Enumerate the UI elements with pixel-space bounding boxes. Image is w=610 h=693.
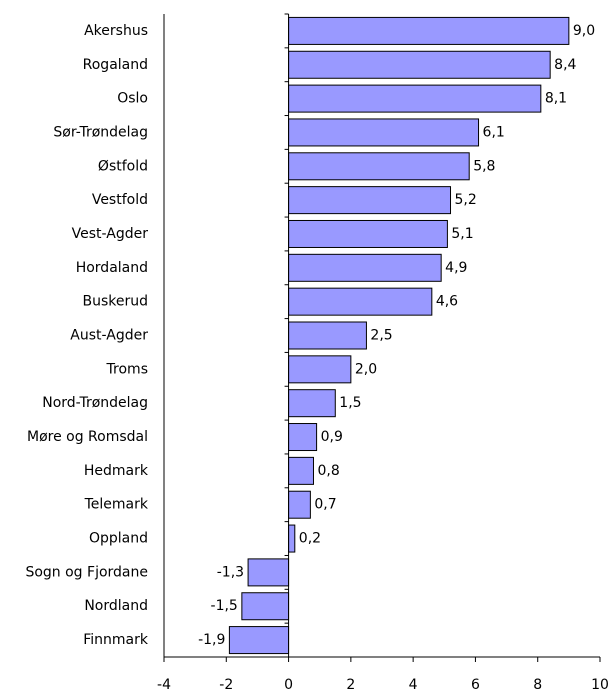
value-label: 9,0 (573, 23, 595, 39)
y-tick-label: Nord-Trøndelag (42, 395, 148, 411)
y-tick-label: Buskerud (82, 294, 148, 310)
x-tick-label: -4 (157, 677, 171, 693)
bar (288, 16, 570, 45)
y-tick-label: Troms (106, 361, 148, 377)
bar (228, 626, 290, 655)
bar (288, 287, 433, 316)
y-tick-label: Rogaland (83, 57, 148, 73)
y-tick-label: Oppland (89, 531, 148, 547)
x-tick-label: 2 (346, 677, 355, 693)
bar (288, 524, 296, 553)
y-tick-label: Sogn og Fjordane (25, 564, 148, 580)
value-label: 2,5 (370, 328, 392, 344)
bar (288, 50, 551, 79)
value-label: 0,8 (317, 463, 339, 479)
bar (288, 219, 448, 248)
value-label: 6,1 (483, 124, 505, 140)
value-label: -1,9 (198, 632, 225, 648)
y-tick-label: Oslo (117, 91, 148, 107)
bar (247, 558, 290, 587)
y-tick-label: Hedmark (84, 463, 149, 479)
bar (288, 389, 336, 418)
value-label: 5,8 (473, 158, 495, 174)
y-tick-label: Hordaland (76, 260, 148, 276)
bar (288, 84, 542, 113)
value-label: 4,9 (445, 260, 467, 276)
bar (288, 456, 314, 485)
y-tick-label: Sør-Trøndelag (53, 124, 148, 140)
value-label: 0,9 (321, 429, 343, 445)
value-label: 8,4 (554, 57, 576, 73)
y-tick-label: Telemark (84, 497, 149, 513)
bar (241, 592, 290, 621)
x-tick-label: 8 (533, 677, 542, 693)
x-tick-label: -2 (219, 677, 233, 693)
x-tick-label: 10 (591, 677, 609, 693)
y-tick-label: Finnmark (83, 632, 149, 648)
y-tick-label: Vestfold (92, 192, 148, 208)
bar (288, 490, 311, 519)
bar (288, 423, 318, 452)
x-tick-label: 0 (284, 677, 293, 693)
value-label: 2,0 (355, 361, 377, 377)
value-label: 0,7 (314, 497, 336, 513)
y-tick-label: Akershus (84, 23, 148, 39)
bar (288, 253, 442, 282)
y-tick-label: Vest-Agder (72, 226, 149, 242)
value-label: 4,6 (436, 294, 458, 310)
y-tick-label: Nordland (84, 598, 148, 614)
bar (288, 355, 352, 384)
y-tick-label: Møre og Romsdal (27, 429, 148, 445)
bar (288, 186, 452, 215)
value-label: -1,3 (217, 564, 244, 580)
x-tick-label: 6 (471, 677, 480, 693)
value-label: 8,1 (545, 91, 567, 107)
value-label: 0,2 (299, 531, 321, 547)
bar (288, 152, 470, 181)
y-tick-label: Aust-Agder (70, 328, 148, 344)
value-label: 1,5 (339, 395, 361, 411)
y-tick-label: Østfold (98, 158, 148, 174)
bar (288, 321, 367, 350)
x-tick-label: 4 (409, 677, 418, 693)
bar (288, 118, 480, 147)
value-label: 5,1 (451, 226, 473, 242)
value-label: -1,5 (211, 598, 238, 614)
value-label: 5,2 (455, 192, 477, 208)
